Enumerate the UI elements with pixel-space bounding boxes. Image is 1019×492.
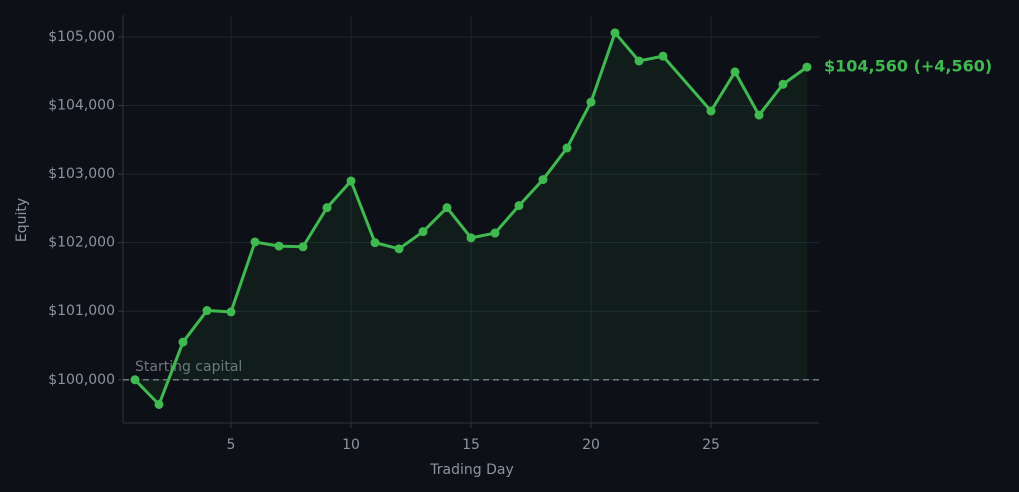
- point: [706, 106, 716, 116]
- point: [538, 175, 548, 185]
- point: [730, 67, 740, 77]
- point: [178, 337, 188, 347]
- y-tick-label: $103,000: [48, 166, 115, 182]
- point: [202, 306, 212, 316]
- point: [514, 201, 524, 211]
- point: [562, 143, 572, 153]
- y-tick-label: $101,000: [48, 303, 115, 319]
- area: [135, 32, 807, 405]
- x-axis-label: Trading Day: [429, 462, 513, 478]
- point: [250, 237, 260, 247]
- x-tick-label: 20: [582, 437, 600, 453]
- point: [658, 51, 668, 61]
- point: [610, 28, 620, 38]
- end-label: $104,560 (+4,560): [824, 57, 992, 76]
- point: [778, 79, 788, 89]
- point: [274, 241, 284, 251]
- point: [394, 244, 404, 254]
- x-tick-label: 15: [462, 437, 480, 453]
- point: [802, 62, 812, 72]
- line: [133, 31, 808, 406]
- x-tick-label: 5: [227, 437, 236, 453]
- point: [226, 307, 236, 317]
- point: [322, 203, 332, 213]
- y-tick-label: $105,000: [48, 29, 115, 45]
- point: [754, 110, 764, 120]
- point: [370, 238, 380, 248]
- point: [466, 233, 476, 243]
- y-tick-label: $100,000: [48, 372, 115, 388]
- point: [442, 203, 452, 213]
- point: [418, 227, 428, 237]
- x-tick-label: 10: [342, 437, 360, 453]
- baseline-label: Starting capital: [135, 359, 242, 375]
- point: [154, 399, 164, 409]
- point: [634, 56, 644, 66]
- point: [490, 228, 500, 238]
- point: [298, 242, 308, 252]
- y-axis-label: Equity: [14, 198, 30, 242]
- point: [346, 176, 356, 186]
- point: [586, 97, 596, 107]
- y-tick-label: $104,000: [48, 98, 115, 114]
- x-tick-label: 25: [702, 437, 720, 453]
- point: [130, 375, 140, 385]
- y-tick-label: $102,000: [48, 235, 115, 251]
